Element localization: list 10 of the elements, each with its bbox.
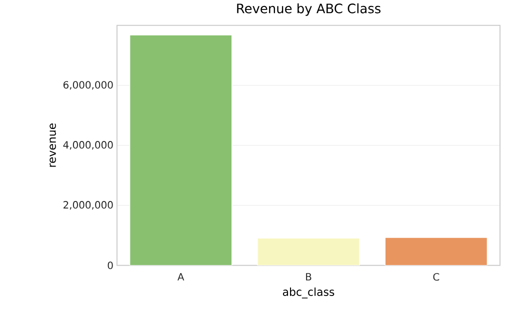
y-axis-title: revenue bbox=[50, 123, 56, 167]
y-tick-label: 4,000,000 bbox=[63, 140, 113, 150]
y-tick-label: 6,000,000 bbox=[63, 80, 113, 90]
chart-title: Revenue by ABC Class bbox=[237, 3, 381, 16]
x-tick-label: A bbox=[178, 272, 184, 280]
x-axis-title: abc_class bbox=[282, 287, 334, 298]
x-tick-label: C bbox=[433, 272, 440, 280]
y-tick-label: 2,000,000 bbox=[64, 200, 113, 210]
y-tick-label: 0 bbox=[108, 261, 113, 269]
x-tick-label: B bbox=[306, 272, 312, 280]
